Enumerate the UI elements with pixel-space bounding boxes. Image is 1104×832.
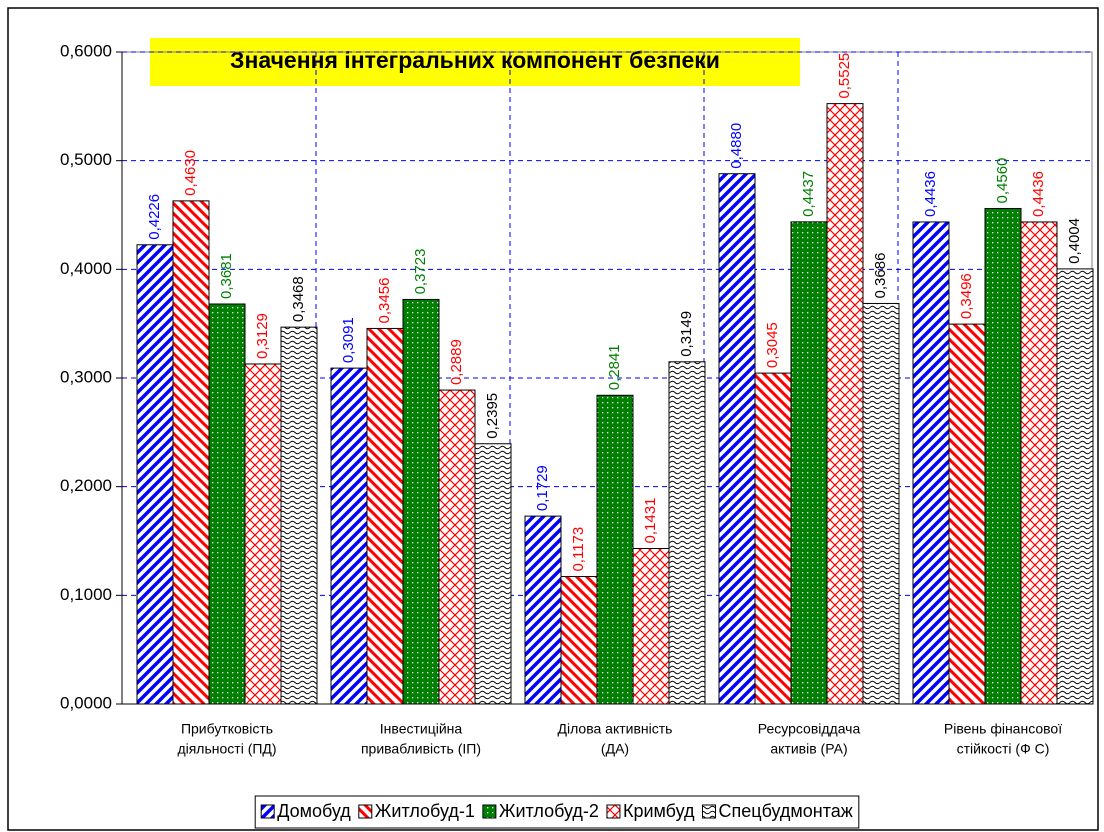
bar (208, 303, 246, 705)
value-label: 0,3686 (872, 253, 889, 299)
value-label: 0,4436 (922, 171, 939, 217)
y-tick-label: 0,0000 (60, 693, 112, 712)
bar (912, 221, 950, 705)
value-label: 0,3723 (412, 249, 429, 295)
legend-box (254, 795, 860, 829)
value-label: 0,5525 (836, 53, 853, 99)
x-tick-label: Прибутковість (181, 721, 273, 737)
legend-swatch (702, 804, 716, 819)
bar (366, 327, 404, 705)
legend: Домобуд Житлобуд-1 Житлобуд-2 Кримбуд Спецбу… (254, 795, 860, 829)
value-label: 0,3456 (376, 278, 393, 324)
bar (862, 302, 900, 705)
x-tick-label: Ресурсовіддача (758, 721, 861, 737)
bar (474, 443, 512, 705)
bar (754, 372, 792, 705)
value-label: 0,2395 (484, 393, 501, 439)
legend-label: Житлобуд-2 (499, 801, 599, 821)
bar (136, 244, 174, 705)
legend-label: Кримбуд (623, 801, 695, 821)
bar (560, 576, 598, 705)
bar (632, 547, 670, 705)
bar (668, 361, 706, 705)
value-label: 0,4880 (728, 123, 745, 169)
value-label: 0,2889 (448, 339, 465, 385)
bar (1020, 221, 1058, 705)
value-label: 0,4226 (146, 194, 163, 240)
y-tick-label: 0,4000 (60, 259, 112, 278)
y-tick-label: 0,6000 (60, 41, 112, 60)
value-label: 0,3045 (764, 322, 781, 368)
value-label: 0,3681 (218, 253, 235, 299)
legend-swatch (606, 804, 621, 819)
x-tick-label: Інвестиційна (380, 721, 463, 737)
x-tick-label: стійкості (Ф С) (957, 741, 1050, 757)
legend-swatch (260, 804, 275, 819)
value-label: 0,3468 (290, 276, 307, 322)
legend-label: Домобуд (277, 801, 351, 821)
value-label: 0,4437 (800, 171, 817, 217)
value-label: 0,2841 (606, 344, 623, 390)
value-label: 0,3496 (958, 273, 975, 319)
bar (1056, 268, 1094, 705)
value-label: 0,1173 (570, 527, 587, 572)
y-tick-label: 0,5000 (60, 150, 112, 169)
x-tick-label: активів (РА) (770, 741, 847, 757)
legend-swatch (482, 804, 497, 819)
value-label: 0,4004 (1066, 218, 1083, 264)
x-tick-label: привабливість (ІП) (361, 741, 481, 757)
value-label: 0,3129 (254, 313, 271, 359)
value-label: 0,4436 (1030, 171, 1047, 217)
y-tick-label: 0,2000 (60, 476, 112, 495)
value-label: 0,4560 (994, 158, 1011, 204)
bar (438, 389, 476, 705)
bar (948, 323, 986, 705)
bar (330, 367, 368, 705)
title-box (150, 38, 800, 86)
chart-title: Значення інтегральних компонент безпеки (230, 47, 720, 73)
bar (524, 515, 562, 705)
bar (718, 173, 756, 705)
value-label: 0,4630 (182, 150, 199, 196)
value-label: 0,3091 (340, 317, 357, 363)
y-tick-label: 0,1000 (60, 585, 112, 604)
x-tick-label: Ділова активність (558, 721, 673, 737)
legend-swatch (358, 804, 373, 819)
x-tick-label: (ДА) (601, 741, 629, 757)
bar (402, 298, 440, 705)
bar (826, 103, 864, 705)
bar (984, 207, 1022, 705)
bar (790, 221, 828, 705)
value-label: 0,1729 (534, 465, 551, 511)
value-label: 0,1431 (642, 498, 659, 544)
value-label: 0,3149 (678, 311, 695, 357)
x-tick-label: Рівень фінансової (944, 721, 1062, 737)
bar (280, 326, 318, 705)
bar (172, 200, 210, 705)
bar (596, 394, 634, 705)
bar (244, 363, 282, 705)
legend-label: Спецбудмонтаж (719, 801, 853, 821)
y-tick-label: 0,3000 (60, 367, 112, 386)
legend-label: Житлобуд-1 (375, 801, 475, 821)
x-tick-label: діяльності (ПД) (177, 741, 276, 757)
